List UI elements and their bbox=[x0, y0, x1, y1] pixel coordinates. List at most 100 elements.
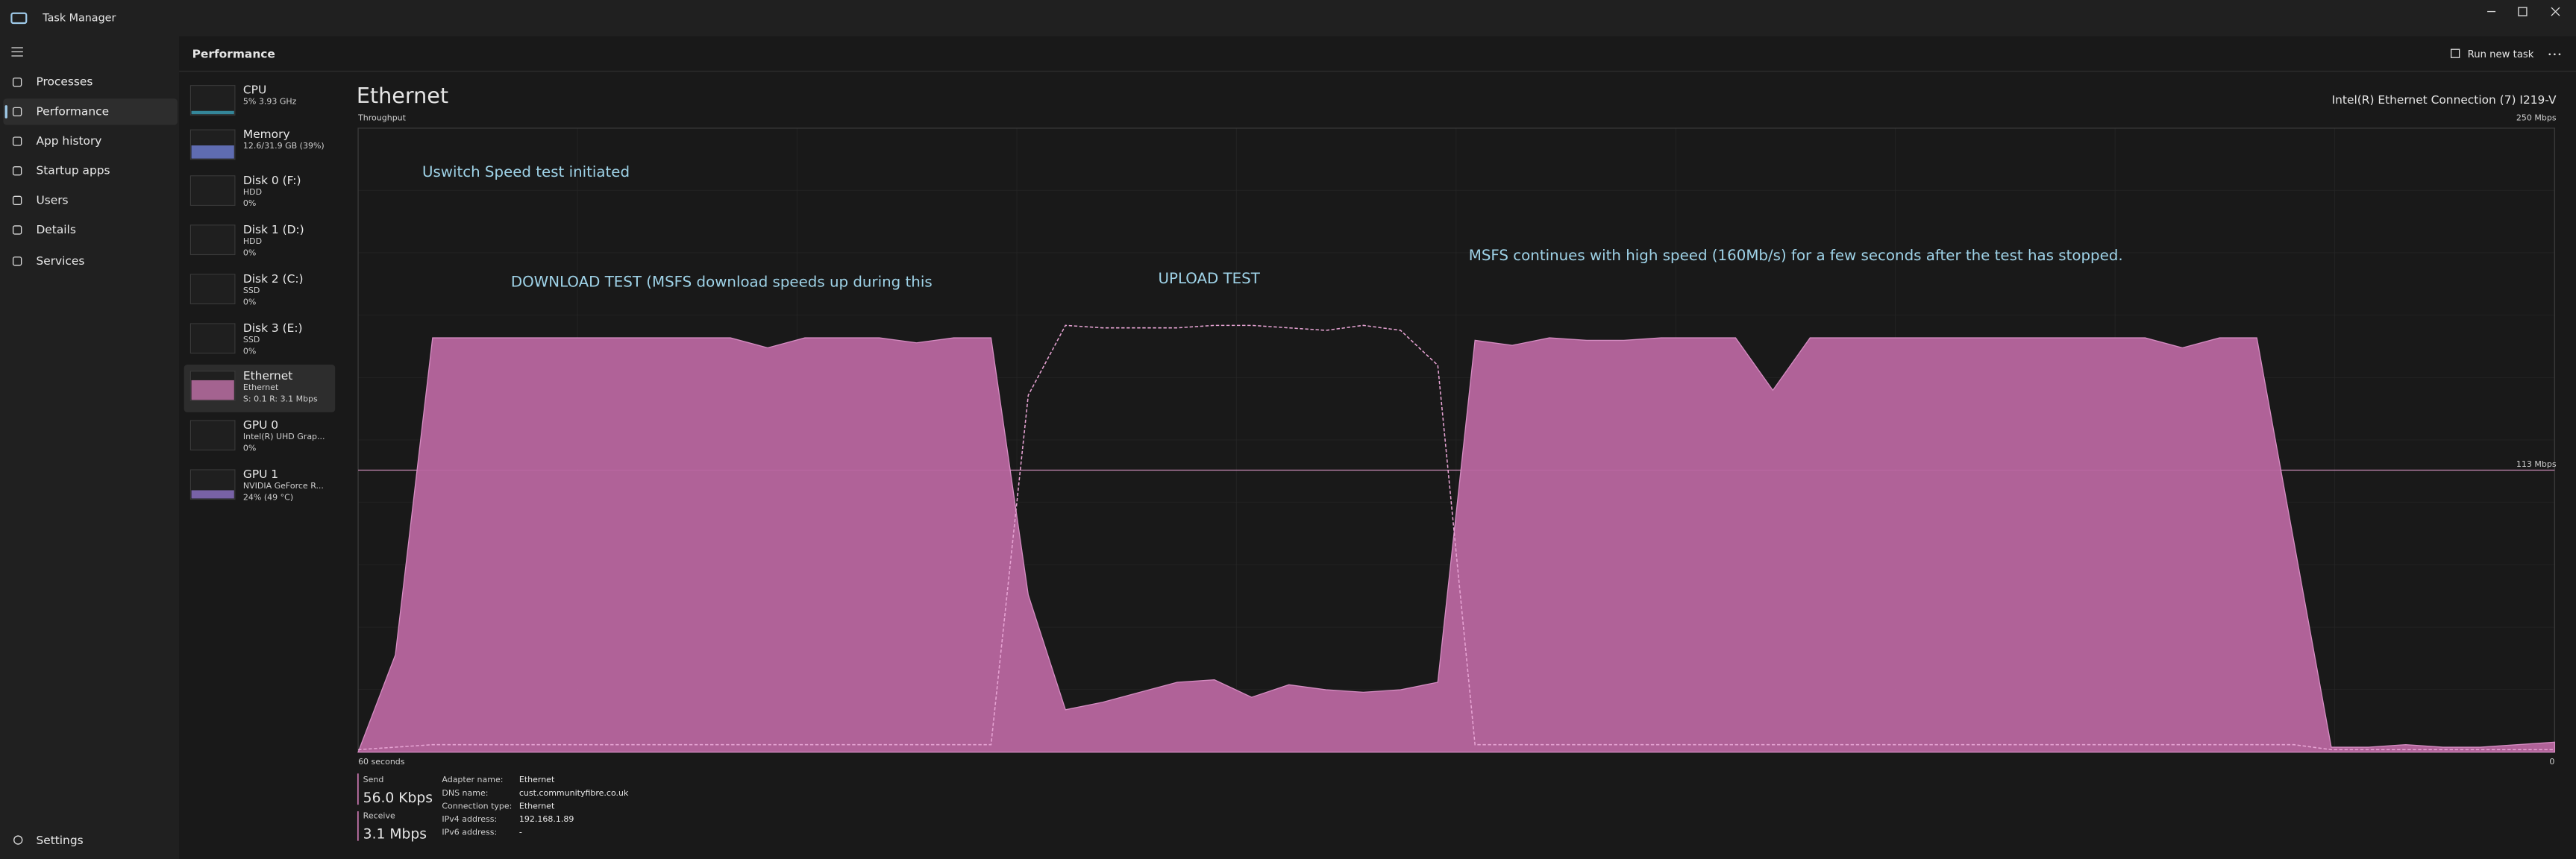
page-header: Performance bbox=[192, 47, 275, 60]
detail-label: Adapter name: bbox=[442, 775, 503, 784]
device-thumbnail-fill bbox=[191, 380, 234, 400]
nav-item[interactable]: App history bbox=[36, 134, 101, 148]
device-thumbnail bbox=[189, 274, 236, 305]
adapter-model: Intel(R) Ethernet Connection (7) I219-V bbox=[2332, 93, 2557, 107]
nav-icon bbox=[12, 257, 22, 266]
device-name: CPU bbox=[243, 84, 266, 97]
x-tick-label: 0 bbox=[2549, 757, 2554, 767]
device-name: GPU 0 bbox=[243, 418, 278, 432]
receive-indicator bbox=[357, 811, 359, 841]
nav-item[interactable]: Startup apps bbox=[36, 164, 110, 177]
detail-label: IPv6 address: bbox=[442, 828, 497, 837]
header-separator bbox=[179, 70, 2576, 72]
device-detail: 0% bbox=[243, 346, 256, 356]
device-detail: Ethernet bbox=[243, 383, 279, 392]
app-icon bbox=[10, 12, 28, 25]
device-detail: 0% bbox=[243, 297, 256, 306]
device-name: Disk 1 (D:) bbox=[243, 223, 304, 236]
device-detail: 24% (49 °C) bbox=[243, 492, 293, 502]
nav-selected-bg bbox=[3, 98, 178, 125]
device-name: Ethernet bbox=[243, 369, 292, 383]
detail-value: cust.communityfibre.co.uk bbox=[519, 788, 629, 798]
nav-item[interactable]: Performance bbox=[36, 104, 109, 118]
device-thumbnail bbox=[189, 323, 236, 354]
send-line bbox=[358, 324, 2555, 751]
device-entry[interactable]: Disk 1 (D:)HDD 0% bbox=[189, 223, 304, 257]
device-name: Disk 3 (E:) bbox=[243, 321, 303, 335]
detail-label: Connection type: bbox=[442, 801, 512, 811]
y-tick-label: 113 Mbps bbox=[2516, 459, 2557, 469]
settings-icon bbox=[13, 835, 23, 845]
send-label: Send bbox=[363, 775, 384, 784]
nav-item[interactable]: Processes bbox=[36, 75, 93, 89]
device-name: Disk 2 (C:) bbox=[243, 272, 304, 286]
nav-selected-indicator bbox=[4, 105, 7, 119]
detail-value: - bbox=[519, 828, 522, 837]
settings-link[interactable]: Settings bbox=[36, 834, 83, 847]
device-thumbnail bbox=[189, 420, 236, 451]
device-detail: 0% bbox=[243, 443, 256, 453]
device-detail: Intel(R) UHD Grap... bbox=[243, 432, 325, 441]
device-name: GPU 1 bbox=[243, 468, 278, 481]
maximize-button[interactable] bbox=[2518, 7, 2528, 16]
device-thumbnail-fill bbox=[191, 110, 234, 115]
receive-value: 3.1 Mbps bbox=[363, 826, 427, 842]
nav-item[interactable]: Services bbox=[36, 254, 84, 268]
detail-value: 192.168.1.89 bbox=[519, 814, 574, 824]
device-detail: S: 0.1 R: 3.1 Mbps bbox=[243, 394, 318, 403]
graph-caption: Throughput bbox=[357, 113, 407, 123]
window-title: Task Manager bbox=[42, 12, 116, 24]
nav-icon bbox=[12, 225, 22, 235]
nav-icon bbox=[12, 107, 22, 117]
annotation: MSFS continues with high speed (160Mb/s)… bbox=[1469, 247, 2123, 264]
device-entry[interactable]: Disk 3 (E:)SSD 0% bbox=[189, 321, 303, 356]
detail-value: Ethernet bbox=[519, 775, 555, 784]
nav-icon bbox=[12, 166, 22, 176]
nav-icon bbox=[12, 136, 22, 146]
detail-value: Ethernet bbox=[519, 801, 555, 811]
device-entry[interactable]: Disk 2 (C:)SSD 0% bbox=[189, 272, 304, 306]
panel-title: Ethernet bbox=[357, 83, 448, 108]
device-detail: SSD bbox=[243, 335, 260, 344]
close-button[interactable] bbox=[2551, 7, 2560, 16]
run-new-task-button[interactable]: Run new task bbox=[2468, 49, 2534, 60]
annotation: UPLOAD TEST bbox=[1159, 270, 1261, 287]
device-thumbnail bbox=[189, 175, 236, 206]
device-thumbnail-fill bbox=[191, 490, 234, 499]
more-button[interactable] bbox=[2548, 53, 2561, 56]
device-detail: 0% bbox=[243, 198, 256, 208]
receive-area bbox=[357, 337, 2556, 753]
receive-label: Receive bbox=[363, 811, 395, 821]
x-tick-label: 60 seconds bbox=[358, 757, 405, 767]
y-tick-label: 250 Mbps bbox=[2516, 113, 2557, 123]
device-thumbnail-fill bbox=[191, 145, 234, 159]
nav-item[interactable]: Details bbox=[36, 223, 75, 236]
device-name: Disk 0 (F:) bbox=[243, 174, 301, 187]
run-task-icon bbox=[2450, 48, 2460, 58]
device-detail: SSD bbox=[243, 286, 260, 295]
device-detail: 0% bbox=[243, 248, 256, 257]
device-detail: 5% 3.93 GHz bbox=[243, 97, 297, 107]
nav-icon bbox=[12, 78, 22, 87]
nav-icon bbox=[12, 195, 22, 205]
device-detail: NVIDIA GeForce R... bbox=[243, 481, 324, 491]
send-indicator bbox=[357, 773, 359, 805]
device-thumbnail bbox=[189, 224, 236, 256]
annotation: DOWNLOAD TEST (MSFS download speeds up d… bbox=[511, 273, 933, 290]
annotation: Uswitch Speed test initiated bbox=[422, 163, 630, 180]
device-detail: HDD bbox=[243, 187, 262, 197]
device-thumbnail bbox=[189, 85, 236, 116]
detail-label: IPv4 address: bbox=[442, 814, 497, 824]
send-value: 56.0 Kbps bbox=[363, 790, 433, 806]
detail-label: DNS name: bbox=[442, 788, 488, 798]
nav-item[interactable]: Users bbox=[36, 193, 68, 207]
menu-button[interactable] bbox=[11, 47, 23, 57]
